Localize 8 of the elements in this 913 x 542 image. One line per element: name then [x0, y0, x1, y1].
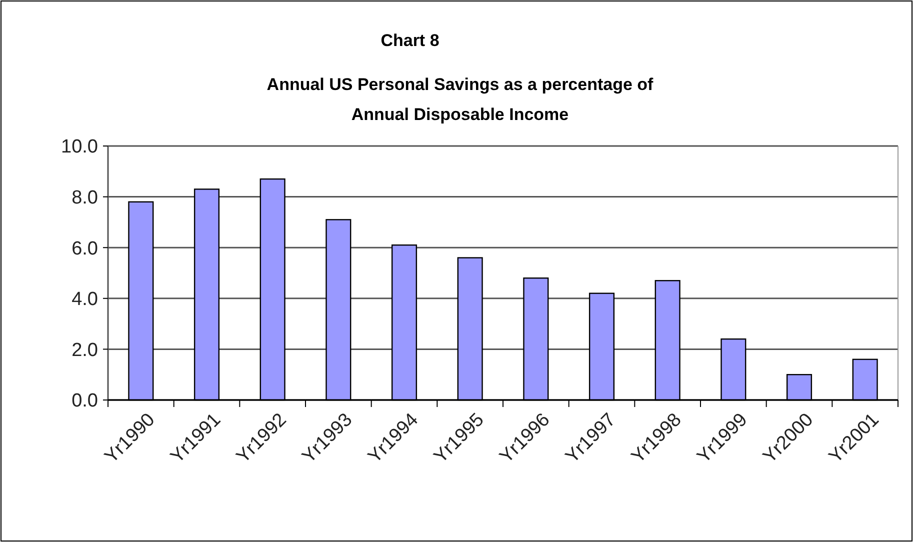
chart-title: Chart 8: [380, 31, 440, 50]
y-tick-label: 10.0: [61, 136, 98, 158]
y-tick-label: 8.0: [72, 187, 98, 208]
y-tick-label: 6.0: [72, 238, 98, 260]
chart-subtitle: Annual US Personal Savings as a percentage of Annual Disposable Income: [266, 75, 654, 124]
y-tick-label: 0.0: [72, 390, 98, 412]
y-tick-label: 2.0: [72, 340, 98, 361]
y-tick-label: 4.0: [72, 289, 98, 310]
